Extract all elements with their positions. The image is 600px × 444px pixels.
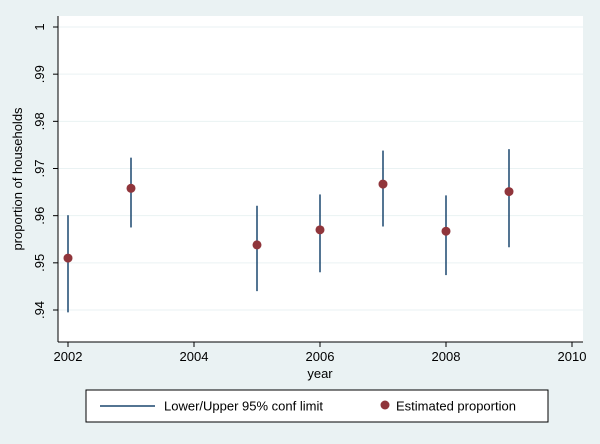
x-axis-title: year — [307, 366, 333, 381]
x-tick-label: 2008 — [432, 349, 461, 364]
estimate-point — [315, 225, 325, 235]
x-tick-label: 2006 — [306, 349, 335, 364]
estimate-point — [63, 253, 73, 263]
x-tick-label: 2004 — [180, 349, 209, 364]
plot-area — [58, 16, 583, 342]
y-tick-label: .94 — [32, 301, 47, 319]
legend-box — [85, 389, 549, 423]
legend-label-range: Lower/Upper 95% conf limit — [164, 399, 323, 414]
y-tick-label: .98 — [32, 112, 47, 130]
estimate-point — [441, 226, 451, 236]
x-tick-label: 2002 — [54, 349, 83, 364]
x-ticks: 2002 2004 2006 2008 2010 — [54, 342, 587, 364]
y-tick-label: .99 — [32, 65, 47, 83]
legend-swatch-point — [380, 400, 390, 410]
estimate-point — [504, 187, 514, 197]
y-ticks: .94 .95 .96 .97 .98 .99 1 — [32, 23, 58, 319]
y-axis-title: proportion of households — [10, 107, 25, 251]
x-tick-label: 2010 — [558, 349, 587, 364]
y-tick-label: .95 — [32, 254, 47, 272]
y-tick-label: .96 — [32, 207, 47, 225]
estimate-points — [63, 179, 514, 263]
estimate-point — [378, 179, 388, 189]
estimate-point — [252, 240, 262, 250]
y-tick-label: 1 — [32, 23, 47, 30]
legend: Lower/Upper 95% conf limit Estimated pro… — [85, 389, 549, 423]
y-tick-label: .97 — [32, 159, 47, 177]
estimate-point — [126, 183, 136, 193]
legend-label-point: Estimated proportion — [396, 399, 516, 414]
